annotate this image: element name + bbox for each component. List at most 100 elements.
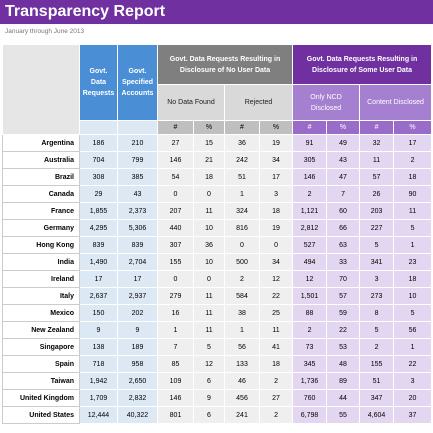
value-cell: 760 — [292, 389, 328, 407]
value-cell: 12,444 — [79, 406, 118, 424]
value-cell: 53 — [326, 338, 361, 356]
value-cell: 89 — [326, 372, 361, 390]
value-cell: 1 — [393, 236, 433, 254]
country-name: United Kingdom — [2, 389, 80, 407]
blank-cell — [79, 120, 118, 135]
table-row: United Kingdom 1,709 2,832 146 9 456 27 760 44 34… — [2, 389, 433, 407]
value-cell: 10 — [193, 253, 225, 271]
value-cell: 6 — [193, 406, 225, 424]
value-cell: 4,604 — [359, 406, 395, 424]
group-header: Govt. Data Requests Resulting in Disclos… — [292, 44, 433, 85]
value-cell: 138 — [79, 338, 118, 356]
value-cell: 1,855 — [79, 202, 118, 220]
table-row: Argentina 186 210 27 15 36 19 91 49 32 17 — [2, 134, 433, 152]
value-cell: 18 — [258, 202, 294, 220]
value-cell: 1,709 — [79, 389, 118, 407]
value-cell: 5 — [393, 219, 433, 237]
value-cell: 133 — [224, 355, 260, 373]
value-cell: 11 — [193, 304, 225, 322]
value-cell: 324 — [224, 202, 260, 220]
value-cell: 801 — [157, 406, 194, 424]
unit-header: # — [224, 120, 260, 135]
value-cell: 85 — [157, 355, 194, 373]
table-row: Ireland 17 17 0 0 2 12 12 70 3 18 — [2, 270, 433, 288]
value-cell: 9 — [117, 321, 158, 339]
value-cell: 0 — [157, 270, 194, 288]
value-cell: 27 — [157, 134, 194, 152]
value-cell: 60 — [326, 202, 361, 220]
country-name: France — [2, 202, 80, 220]
value-cell: 48 — [326, 355, 361, 373]
value-cell: 9 — [79, 321, 118, 339]
value-cell: 2,812 — [292, 219, 328, 237]
value-cell: 59 — [326, 304, 361, 322]
value-cell: 704 — [79, 151, 118, 169]
value-cell: 347 — [359, 389, 395, 407]
value-cell: 0 — [193, 270, 225, 288]
value-cell: 2,650 — [117, 372, 158, 390]
value-cell: 57 — [359, 168, 395, 186]
value-cell: 5 — [193, 338, 225, 356]
value-cell: 839 — [117, 236, 158, 254]
value-cell: 33 — [326, 253, 361, 271]
value-cell: 29 — [79, 185, 118, 203]
value-cell: 19 — [258, 219, 294, 237]
value-cell: 146 — [292, 168, 328, 186]
value-cell: 12 — [193, 355, 225, 373]
value-cell: 5,306 — [117, 219, 158, 237]
value-cell: 18 — [393, 270, 433, 288]
column-header: Govt. Specified Accounts — [117, 44, 158, 121]
value-cell: 2 — [393, 151, 433, 169]
value-cell: 1 — [393, 338, 433, 356]
value-cell: 47 — [326, 168, 361, 186]
value-cell: 46 — [224, 372, 260, 390]
value-cell: 17 — [79, 270, 118, 288]
country-name: Germany — [2, 219, 80, 237]
table-row: #% #% #% #% — [3, 120, 433, 135]
value-cell: 90 — [393, 185, 433, 203]
value-cell: 20 — [393, 389, 433, 407]
table-row: No Data Found Rejected Only NCD Disclosed C… — [3, 84, 433, 121]
value-cell: 2,637 — [79, 287, 118, 305]
table-row: India 1,490 2,704 155 10 500 34 494 33 341 23 — [2, 253, 433, 271]
value-cell: 494 — [292, 253, 328, 271]
value-cell: 718 — [79, 355, 118, 373]
value-cell: 2 — [224, 270, 260, 288]
unit-header: % — [393, 120, 433, 135]
country-name: Canada — [2, 185, 80, 203]
value-cell: 2 — [258, 406, 294, 424]
value-cell: 279 — [157, 287, 194, 305]
country-name: Argentina — [2, 134, 80, 152]
table-row: Italy 2,637 2,937 279 11 584 22 1,501 57 273 10 — [2, 287, 433, 305]
value-cell: 51 — [359, 372, 395, 390]
value-cell: 49 — [326, 134, 361, 152]
value-cell: 308 — [79, 168, 118, 186]
value-cell: 241 — [224, 406, 260, 424]
value-cell: 2 — [258, 372, 294, 390]
subgroup-header: Only NCD Disclosed — [292, 84, 361, 121]
unit-header: % — [258, 120, 294, 135]
report-table: Govt. Data Requests Govt. Specified Accou… — [2, 44, 433, 424]
value-cell: 26 — [359, 185, 395, 203]
value-cell: 207 — [157, 202, 194, 220]
value-cell: 0 — [224, 236, 260, 254]
table-row: United States 12,444 40,322 801 6 241 2 6,798 55… — [2, 406, 433, 424]
value-cell: 22 — [258, 287, 294, 305]
value-cell: 18 — [393, 168, 433, 186]
value-cell: 88 — [292, 304, 328, 322]
value-cell: 23 — [393, 253, 433, 271]
value-cell: 91 — [292, 134, 328, 152]
value-cell: 43 — [326, 151, 361, 169]
value-cell: 958 — [117, 355, 158, 373]
value-cell: 40,322 — [117, 406, 158, 424]
title: Transparency Report — [5, 3, 166, 20]
value-cell: 155 — [359, 355, 395, 373]
value-cell: 17 — [258, 168, 294, 186]
value-cell: 36 — [193, 236, 225, 254]
value-cell: 8 — [359, 304, 395, 322]
value-cell: 1,942 — [79, 372, 118, 390]
table-row: Brazil 308 385 54 18 51 17 146 47 57 18 — [2, 168, 433, 186]
value-cell: 3 — [258, 185, 294, 203]
value-cell: 17 — [393, 134, 433, 152]
value-cell: 584 — [224, 287, 260, 305]
